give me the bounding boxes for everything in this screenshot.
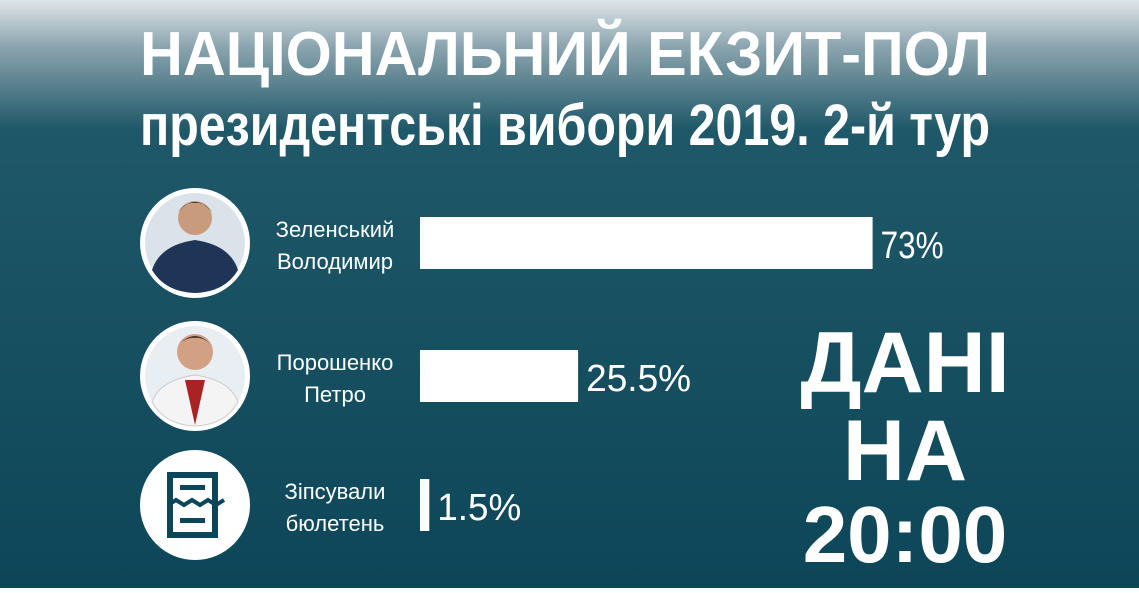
annotation: ДАНІ НА 20:00 <box>800 315 1009 579</box>
category-label: Зеленський <box>276 217 395 242</box>
category-label: бюлетень <box>286 511 385 536</box>
bar <box>420 350 579 402</box>
annotation-line: 20:00 <box>803 490 1008 579</box>
value-label: 25.5% <box>586 358 691 400</box>
annotation-line: НА <box>843 403 967 499</box>
category-label: Володимир <box>277 249 393 274</box>
annotation-line: ДАНІ <box>800 315 1009 411</box>
chart-subtitle: президентські вибори 2019. 2-й тур <box>140 93 990 158</box>
avatar <box>140 188 250 298</box>
value-label: 73% <box>881 225 944 267</box>
avatar <box>140 321 250 431</box>
ballot-icon <box>140 450 250 560</box>
category-label: Порошенко <box>277 350 394 375</box>
category-label: Зіпсували <box>285 479 386 504</box>
bar <box>420 217 873 269</box>
chart-title: НАЦІОНАЛЬНИЙ ЕКЗИТ-ПОЛ <box>140 19 990 89</box>
bar <box>420 479 430 531</box>
category-label: Петро <box>304 382 366 407</box>
value-label: 1.5% <box>437 487 521 529</box>
